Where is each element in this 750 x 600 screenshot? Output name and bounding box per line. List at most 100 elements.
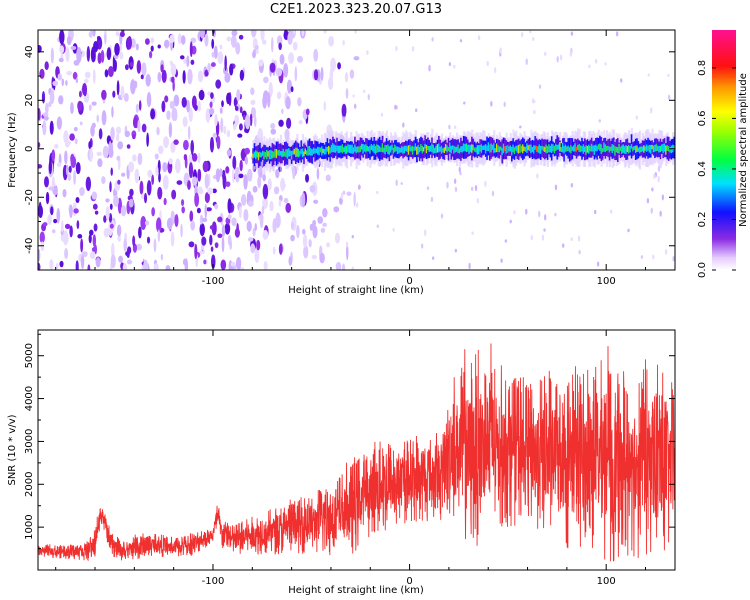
- heatmap-line-core: [316, 146, 319, 155]
- heatmap-cell: [190, 220, 196, 231]
- heatmap-cell: [262, 183, 269, 200]
- heatmap-cell: [96, 114, 99, 123]
- heatmap-cell: [244, 147, 250, 155]
- heatmap-cell: [474, 184, 478, 192]
- heatmap-cell: [253, 115, 257, 128]
- heatmap-cell: [446, 181, 449, 189]
- heatmap-cell: [238, 123, 243, 131]
- heatmap-cell: [124, 130, 131, 138]
- heatmap-cell: [470, 186, 474, 192]
- heatmap-line-core: [380, 147, 382, 152]
- heatmap-line-core: [552, 144, 554, 152]
- heatmap-line-core: [605, 145, 608, 152]
- heatmap-cell: [197, 100, 201, 112]
- heatmap-cell: [104, 69, 109, 78]
- heatmap-cell: [157, 186, 163, 200]
- heatmap-line-core: [665, 145, 667, 155]
- heatmap-cell: [351, 266, 354, 270]
- heatmap-line-core: [300, 148, 303, 155]
- heatmap-line-core: [314, 148, 316, 154]
- heatmap-cell: [98, 128, 103, 140]
- heatmap-cell: [62, 189, 67, 198]
- heatmap-cell: [262, 39, 267, 45]
- heatmap-cell: [155, 217, 162, 233]
- heatmap-cell: [62, 230, 69, 246]
- heatmap-cell: [652, 254, 655, 260]
- heatmap-cell: [219, 107, 223, 114]
- heatmap-cell: [278, 199, 282, 207]
- heatmap-cell: [477, 35, 481, 41]
- heatmap-cell: [58, 57, 64, 63]
- snr-series-line: [38, 343, 675, 562]
- heatmap-cell: [543, 228, 546, 232]
- heatmap-cell: [298, 119, 303, 125]
- heatmap-cell: [476, 198, 480, 204]
- heatmap-line-core: [539, 145, 542, 154]
- heatmap-cell: [231, 217, 237, 227]
- heatmap-cell: [353, 192, 356, 207]
- heatmap-cell: [92, 234, 97, 247]
- heatmap-line-core: [425, 144, 428, 154]
- heatmap-line-core: [515, 145, 517, 151]
- heatmap-line-core: [266, 149, 268, 160]
- heatmap-cell: [499, 47, 502, 54]
- heatmap-line-core: [561, 142, 564, 153]
- heatmap-cell: [75, 77, 79, 84]
- heatmap-cell: [77, 234, 83, 239]
- heatmap-cell: [471, 231, 474, 235]
- heatmap-line-core: [277, 150, 279, 156]
- heatmap-line-core: [626, 146, 629, 153]
- heatmap-cell: [430, 196, 434, 203]
- heatmap-cell: [305, 173, 310, 183]
- heatmap-cell: [233, 123, 237, 131]
- heatmap-cell: [123, 92, 129, 102]
- heatmap-cell: [351, 234, 354, 239]
- colorbar-tick-label: 0.2: [697, 212, 708, 228]
- heatmap-cell: [50, 47, 55, 64]
- heatmap-cell: [141, 62, 147, 77]
- heatmap-line-core: [604, 144, 607, 153]
- heatmap-cell: [91, 191, 98, 200]
- heatmap-cell: [491, 190, 495, 197]
- heatmap-cell: [61, 78, 65, 87]
- heatmap-line-core: [475, 147, 477, 153]
- heatmap-cell: [217, 233, 223, 238]
- heatmap-cell: [89, 229, 94, 236]
- heatmap-line-core: [647, 145, 649, 151]
- heatmap-cell: [236, 89, 241, 102]
- heatmap-cell: [69, 204, 73, 219]
- heatmap-cell: [169, 34, 175, 44]
- heatmap-y-tick-label: 0: [24, 146, 35, 152]
- heatmap-cell: [201, 236, 207, 246]
- heatmap-cell: [38, 201, 42, 216]
- heatmap-cell: [354, 30, 357, 34]
- heatmap-cell: [650, 207, 653, 214]
- colorbar-ticks: 0.0 0.2 0.4 0.6 0.8: [697, 60, 736, 278]
- heatmap-cell: [239, 69, 245, 81]
- heatmap-cell: [190, 37, 197, 44]
- heatmap-line-core: [634, 145, 637, 154]
- heatmap-cell: [520, 32, 524, 38]
- heatmap-cell: [649, 107, 653, 114]
- heatmap-line-core: [661, 144, 663, 152]
- heatmap-cell: [342, 116, 346, 123]
- heatmap-line-core: [669, 147, 671, 153]
- heatmap-cell: [325, 174, 331, 182]
- heatmap-cell: [301, 192, 306, 208]
- heatmap-line-core: [428, 146, 431, 152]
- heatmap-axes: -100 0 100 -40 -20 0 20 40: [24, 30, 675, 287]
- heatmap-line-core: [444, 143, 447, 151]
- heatmap-cell: [394, 104, 397, 110]
- heatmap-line-core: [366, 145, 369, 152]
- heatmap-cell: [64, 223, 71, 230]
- heatmap-line-core: [600, 144, 603, 154]
- heatmap-cell: [659, 210, 662, 217]
- heatmap-x-label: Height of straight line (km): [288, 285, 424, 296]
- heatmap-line-core: [621, 145, 623, 154]
- heatmap-frame: [37, 29, 676, 271]
- heatmap-cell: [90, 125, 95, 137]
- heatmap-y-label: Frequency (Hz): [7, 112, 18, 188]
- heatmap-cell: [290, 234, 295, 242]
- heatmap-line-core: [281, 150, 283, 157]
- heatmap-line-core: [319, 147, 322, 153]
